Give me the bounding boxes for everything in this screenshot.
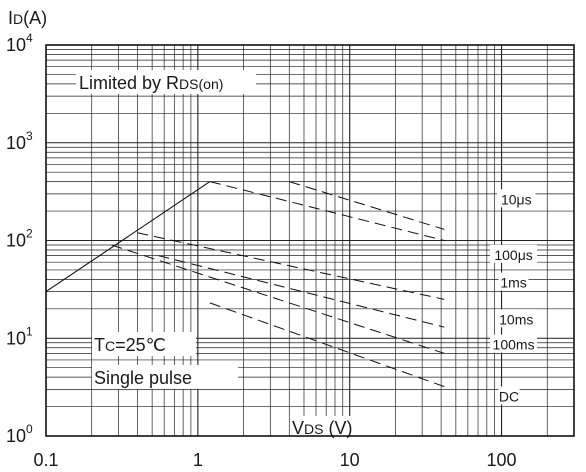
curve-label: 1ms — [500, 275, 526, 291]
curve-label: 10ms — [499, 311, 533, 327]
x-tick-label: 10 — [340, 450, 360, 470]
soa-curve — [46, 182, 210, 292]
curve-label: 100μs — [494, 247, 532, 263]
tick-labels: 0.1 1 10 100 100 101 102 103 104 — [6, 31, 517, 470]
y-axis-label: ID(A) — [8, 8, 47, 28]
x-axis-label: VDS (V) — [292, 418, 352, 438]
annotations: Limited by RDS(on) TC=25℃ Single pulse — [76, 70, 256, 389]
limited-by-label: Limited by RDS(on) — [79, 73, 223, 93]
y-tick-label: 100 — [6, 422, 33, 446]
tc-label: TC=25℃ — [94, 335, 166, 355]
x-tick-label: 0.1 — [33, 450, 58, 470]
curve-label: 10μs — [501, 191, 532, 207]
curve-labels: 10μs 100μs 1ms 10ms 100ms DC — [490, 189, 537, 404]
x-tick-label: 100 — [487, 450, 517, 470]
curve-label: 100ms — [493, 337, 535, 353]
x-tick-label: 1 — [193, 450, 203, 470]
curve-label: DC — [499, 388, 519, 404]
y-tick-label: 104 — [6, 31, 33, 55]
y-tick-label: 101 — [6, 324, 33, 348]
y-tick-label: 102 — [6, 227, 33, 251]
single-pulse-label: Single pulse — [94, 368, 192, 388]
y-tick-label: 103 — [6, 129, 33, 153]
soa-curve — [289, 182, 444, 230]
